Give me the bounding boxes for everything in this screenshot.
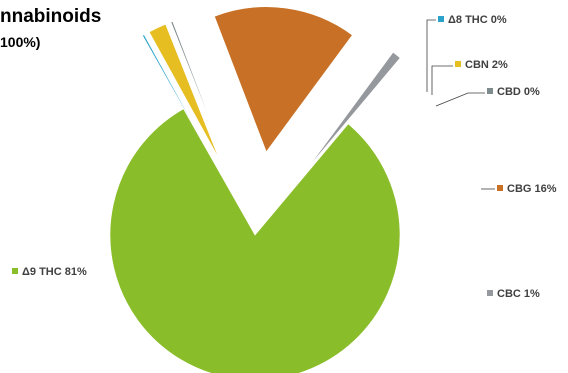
pie-slices [109,6,401,373]
pie-slice-8-thc [142,34,215,162]
legend-key-8-thc [438,16,444,22]
legend-key-cbd [487,88,493,94]
slice-label-8-thc: Δ8 THC 0% [448,14,507,26]
legend-key-cbg [497,185,503,191]
slice-labels: Δ9 THC 81% Δ8 THC 0% CBN 2% CBD 0% CBG 16% CB… [12,14,557,300]
leader-lines [426,19,495,190]
slice-label-cbc: CBC 1% [497,288,540,300]
chart-title: nnabinoids [0,6,101,27]
pie-slice-cbd [170,20,225,157]
legend-key-cbn [455,61,461,67]
slice-label-cbd: CBD 0% [497,86,540,98]
chart-subtitle: 100%) [0,34,40,50]
slice-label-cbg: CBG 16% [507,183,557,195]
pie-slice-cbc [306,51,401,170]
pie-slice-cbg [214,6,353,153]
leader-line-cbn [431,65,453,95]
slice-label-9-thc: Δ9 THC 81% [22,266,87,278]
pie-slice-9-thc [109,108,401,373]
leader-line-8-thc [426,19,436,92]
leader-line-cbd [435,92,485,107]
pie-slice-cbn [148,23,220,160]
legend-key-cbc [487,290,493,296]
legend-key-9-thc [12,268,18,274]
slice-label-cbn: CBN 2% [465,59,508,71]
